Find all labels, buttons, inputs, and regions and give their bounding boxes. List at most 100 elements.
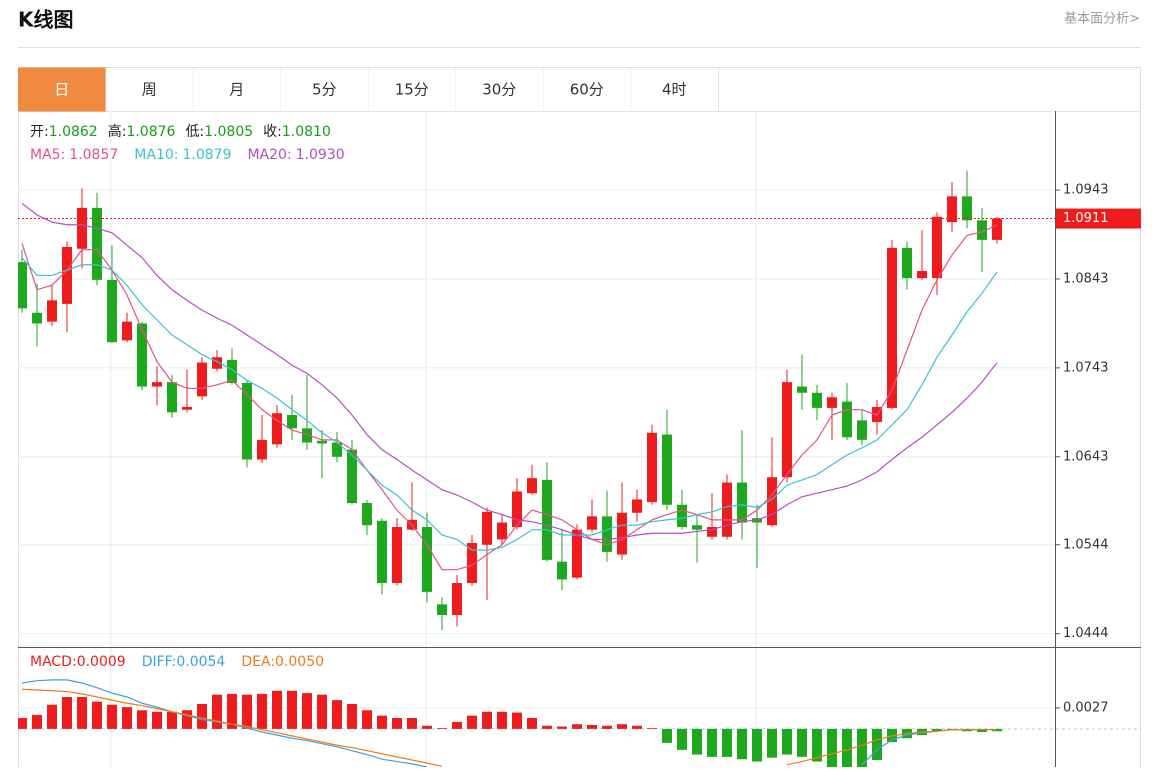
price-plot xyxy=(18,170,1055,631)
tab-label[interactable]: 周 xyxy=(142,81,157,99)
candle-body xyxy=(137,323,147,387)
macd-bar xyxy=(722,728,732,757)
tab-label[interactable]: 30分 xyxy=(482,81,516,99)
candle-body xyxy=(797,386,807,393)
legend-value: 0.0054 xyxy=(176,654,225,670)
candle-body xyxy=(542,479,552,560)
macd-bar xyxy=(602,725,612,729)
candle-body xyxy=(707,527,717,537)
legend-label: 低: xyxy=(185,124,204,140)
macd-bar xyxy=(677,728,687,750)
legend: MACD:0.0009 DIFF:0.0054 DEA:0.0050 xyxy=(30,654,324,670)
candle-body xyxy=(362,503,372,526)
macd-bar xyxy=(752,728,762,762)
y-tick-label: 1.0444 xyxy=(1063,626,1109,641)
candle-body xyxy=(557,561,567,580)
macd-bar xyxy=(152,711,162,729)
candle-body xyxy=(62,247,72,304)
tab[interactable] xyxy=(193,68,282,111)
tab-label[interactable]: 4时 xyxy=(662,81,687,99)
legend-value: 0.0009 xyxy=(77,654,126,670)
candle-body xyxy=(887,247,897,408)
macd-bar xyxy=(407,718,417,729)
candle-body xyxy=(197,362,207,397)
tab[interactable] xyxy=(368,68,457,111)
legend-label: MA5: xyxy=(30,147,65,163)
macd-bar xyxy=(857,728,867,767)
candle-body xyxy=(302,428,312,443)
legend-value: 1.0857 xyxy=(69,147,118,163)
tab-label[interactable]: 月 xyxy=(229,81,244,99)
macd-bar xyxy=(422,725,432,729)
macd-bar xyxy=(227,693,237,729)
candle-body xyxy=(18,262,27,309)
tab[interactable] xyxy=(106,68,194,111)
candle-body xyxy=(77,207,87,249)
candle-body xyxy=(317,440,327,444)
candle-body xyxy=(947,196,957,223)
candle-body xyxy=(737,482,747,523)
tab-label[interactable]: 60分 xyxy=(570,81,604,99)
macd-bar xyxy=(662,728,672,743)
candle-body xyxy=(482,511,492,545)
macd-bar xyxy=(18,718,27,729)
macd-bar xyxy=(272,690,282,729)
tab-label[interactable]: 日 xyxy=(54,81,69,99)
tab[interactable] xyxy=(543,68,632,111)
legend: MA5: 1.0857 MA10: 1.0879 MA20: 1.0930 xyxy=(30,147,345,163)
macd-bar xyxy=(572,724,582,729)
macd-bar xyxy=(482,711,492,729)
macd-bar xyxy=(62,697,72,729)
y-tick-label: 1.0943 xyxy=(1063,183,1109,198)
macd-bar xyxy=(527,718,537,729)
tab[interactable] xyxy=(281,68,369,111)
legend-label: MA10: xyxy=(134,147,178,163)
last-price-box xyxy=(1056,208,1141,229)
macd-bar xyxy=(347,704,357,729)
macd-bar xyxy=(842,728,852,767)
candle-body xyxy=(227,359,237,383)
macd-bar xyxy=(557,726,567,729)
indicator-line xyxy=(21,202,998,541)
macd-bar xyxy=(377,715,387,729)
tab[interactable] xyxy=(456,68,544,111)
fundamental-link[interactable]: 基本面分析> xyxy=(1064,12,1140,27)
legend-label: DIFF: xyxy=(142,654,177,670)
macd-bar xyxy=(197,704,207,729)
tab[interactable] xyxy=(18,67,107,112)
candle-body xyxy=(782,382,792,478)
legend-label: 开: xyxy=(30,124,49,140)
macd-bar xyxy=(302,693,312,729)
macd-bar xyxy=(782,728,792,755)
macd-bar xyxy=(32,714,42,729)
candle-body xyxy=(332,442,342,457)
macd-bar xyxy=(647,728,657,729)
y-tick-label: 1.0643 xyxy=(1063,449,1109,464)
candle-body xyxy=(662,434,672,505)
candle-body xyxy=(422,527,432,592)
legend-label: MACD: xyxy=(30,654,77,670)
tab-label[interactable]: 15分 xyxy=(395,81,429,99)
indicator-line xyxy=(21,257,998,551)
candle-body xyxy=(467,543,477,583)
tab[interactable] xyxy=(631,68,719,111)
candle-body xyxy=(587,516,597,530)
macd-bar xyxy=(77,697,87,729)
candle-body xyxy=(182,407,192,410)
macd-bar xyxy=(617,724,627,729)
tab-label[interactable]: 5分 xyxy=(312,81,337,99)
macd-bar xyxy=(932,728,942,732)
candle-body xyxy=(437,604,447,615)
macd-bar xyxy=(872,728,882,760)
y-tick-label: 1.0843 xyxy=(1063,272,1109,287)
legend-value: 1.0805 xyxy=(204,124,253,140)
candle-body xyxy=(902,247,912,279)
macd-bar xyxy=(812,728,822,762)
legend-value: 1.0879 xyxy=(182,147,231,163)
candle-body xyxy=(647,432,657,503)
macd-bar xyxy=(977,728,987,732)
macd-bar xyxy=(632,725,642,729)
macd-bar xyxy=(542,725,552,729)
macd-bar xyxy=(92,701,102,729)
macd-bar xyxy=(257,693,267,729)
